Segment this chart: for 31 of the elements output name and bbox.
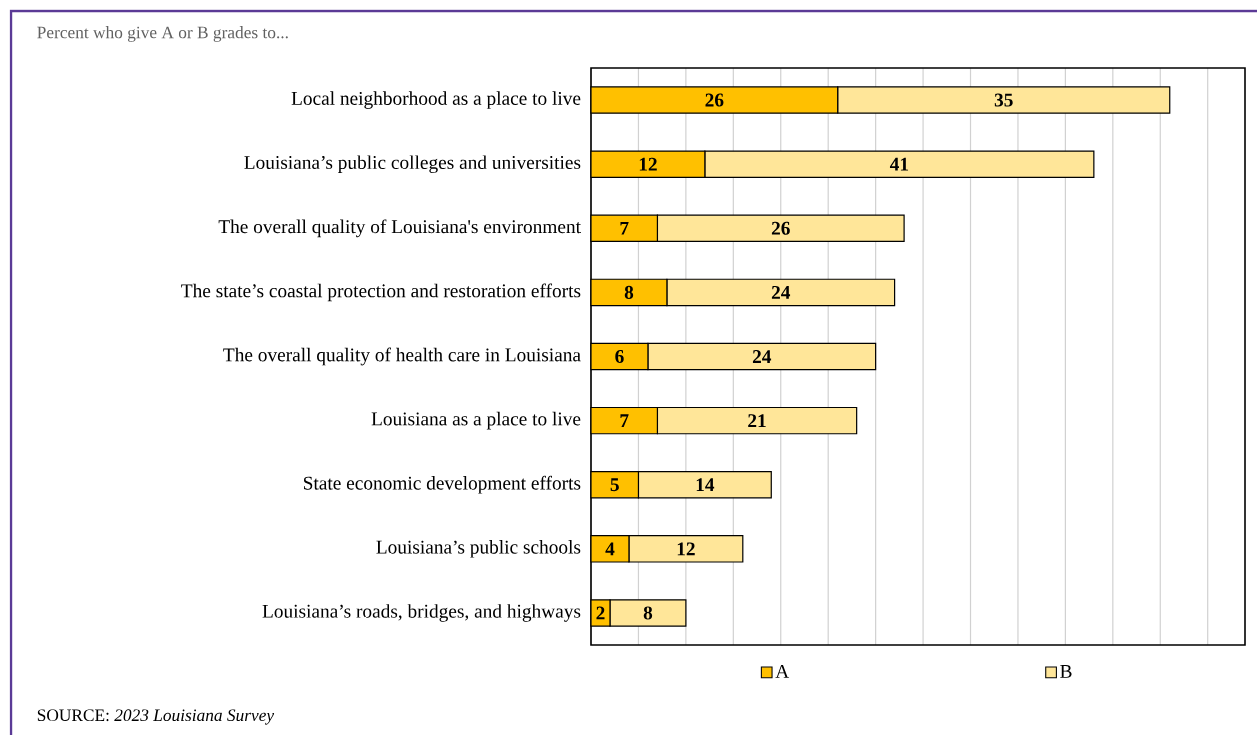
text: Percent who give A or B grades to... — [37, 26, 288, 42]
data-label: 8 — [624, 285, 634, 299]
data-label: 35 — [994, 93, 1013, 107]
data-label: 14 — [696, 478, 715, 492]
y-tick-label: Louisiana as a place to live — [371, 411, 581, 430]
data-label: 41 — [889, 157, 909, 171]
data-label: 12 — [677, 542, 695, 556]
data-label: 26 — [771, 221, 790, 235]
data-label: 24 — [771, 286, 791, 299]
data-label: 12 — [639, 157, 657, 171]
data-label: 6 — [615, 350, 624, 363]
y-tick-label: Louisiana’s public colleges and universities — [244, 155, 581, 173]
data-label: 26 — [705, 93, 724, 107]
y-tick-label: Louisiana’s roads, bridges, and highways — [262, 604, 581, 622]
legend-label: B — [1060, 665, 1072, 678]
data-label: 8 — [643, 606, 653, 620]
data-label: 4 — [605, 542, 615, 556]
data-label: 24 — [752, 350, 772, 363]
y-tick-label: State economic development efforts — [303, 475, 581, 494]
data-label: 7 — [620, 221, 629, 235]
y-tick-label: Louisiana’s public schools — [376, 540, 581, 558]
data-label: 7 — [620, 414, 629, 427]
legend-label: A — [775, 665, 790, 678]
data-label: 5 — [610, 478, 619, 492]
y-tick-label: The state’s coastal protection and restoration efforts — [181, 283, 581, 302]
y-tick-label: The overall quality of Louisiana's environment — [218, 219, 581, 238]
source-note: SOURCE: 2023 Louisiana Survey — [37, 709, 275, 725]
data-label: 2 — [596, 606, 605, 620]
data-label: 21 — [748, 414, 766, 428]
y-tick-label: The overall quality of health care in Louisiana — [223, 347, 581, 366]
y-tick-label: Local neighborhood as a place to live — [291, 91, 581, 109]
